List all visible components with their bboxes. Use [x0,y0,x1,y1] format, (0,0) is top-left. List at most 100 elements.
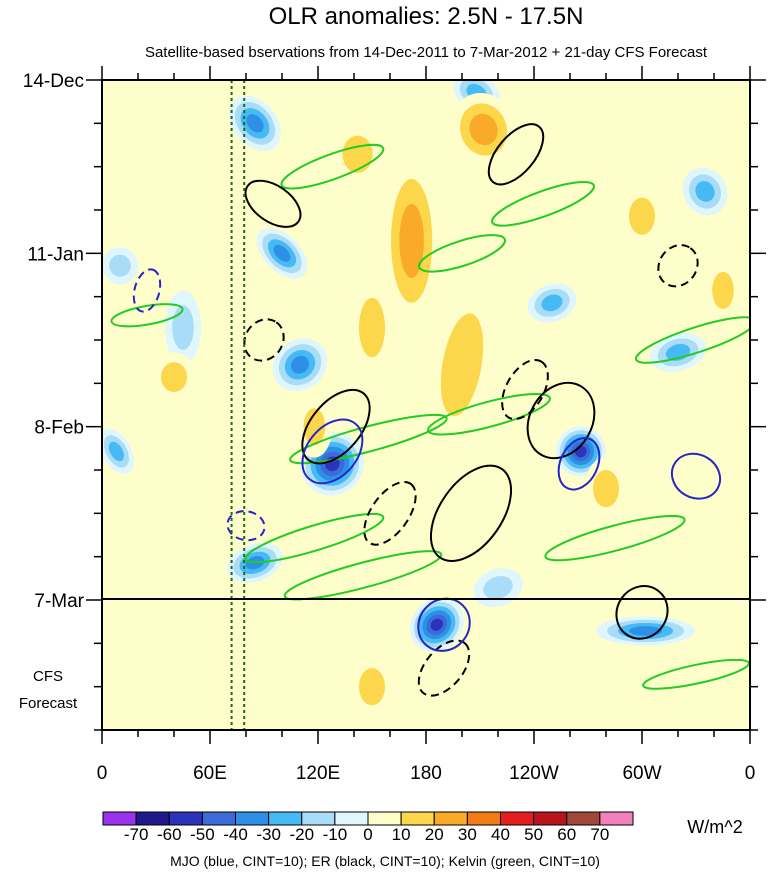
anomaly-level [629,626,663,636]
anomaly-feature-19 [450,92,517,167]
anomaly-feature-16 [382,154,441,328]
anomaly-level [712,271,734,310]
contour-9 [110,303,184,328]
colorbar-swatch-13 [533,811,568,826]
contour-2 [491,180,595,227]
colorbar-swatch-14 [566,811,601,826]
contour-6 [244,512,385,564]
anomaly-level [440,313,484,417]
anomaly-level [359,297,385,358]
contour-13 [429,464,513,563]
contour-26 [670,452,722,500]
colorbar-label-10: 30 [458,825,477,844]
contour-10 [642,658,750,690]
anomaly-feature-25 [620,185,664,248]
colorbar-label-2: -50 [190,825,215,844]
contour-11 [244,179,302,228]
anomaly-level [148,98,200,161]
contour-27 [132,268,162,313]
anomaly-feature-21 [296,395,333,458]
x-tick-label-3: 180 [410,763,442,784]
chart-title: OLR anomalies: 2.5N - 17.5N [269,3,584,30]
x-tick-label-0: 0 [97,763,108,784]
anomaly-feature-26 [705,259,741,322]
colorbar-swatch-0 [102,811,137,826]
anomaly-level [161,362,187,393]
anomaly-level [138,612,174,662]
anomaly-level [109,254,131,277]
anomaly-level [701,550,745,601]
contour-17 [501,358,549,421]
contour-0 [280,143,385,190]
anomaly-feature-11 [682,167,728,216]
x-tick-label-1: 60E [193,763,227,784]
contour-23 [417,597,471,652]
anomaly-level [541,294,563,312]
colorbar: -70 -60 -50 -40 -30 -20 -10 0 10 20 30 40 50 60 70 [102,811,634,844]
colorbar-label-3: -40 [223,825,248,844]
anomaly-feature-13 [102,247,139,285]
anomaly-level [695,181,715,202]
colorbar-label-0: -70 [124,825,149,844]
contour-22 [301,418,364,485]
anomaly-feature-28 [490,655,534,718]
anomaly-level [342,135,373,173]
y-tick-label-3: 7-Mar [34,591,84,612]
contour-3 [634,316,750,364]
colorbar-label-5: -20 [289,825,314,844]
colorbar-label-14: 70 [590,825,609,844]
colorbar-swatch-12 [500,811,535,826]
contour-7 [544,514,686,562]
colorbar-swatch-2 [168,811,203,826]
anomaly-feature-5 [256,227,308,279]
x-axis: 0 60E 120E 180 120W 60W 0 [97,66,755,784]
y-tick-label-2: 8-Feb [34,418,84,439]
anomaly-feature-9 [527,283,577,323]
anomaly-level [490,655,534,718]
anomaly-feature-15 [473,568,523,608]
anomaly-feature-10 [649,332,707,372]
anomaly-level [290,355,310,374]
contour-20 [487,123,545,186]
anomaly-level [629,197,655,235]
anomaly-level [359,668,385,706]
anomaly-feature-20 [332,123,383,186]
anomaly-feature-27 [148,98,200,161]
chart-subtitle: Satellite-based bservations from 14-Dec-… [145,44,708,61]
anomaly-level [399,203,424,279]
colorbar-label-7: 0 [363,825,372,844]
chart-footer: MJO (blue, CINT=10); ER (black, CINT=10)… [170,853,600,869]
colorbar-swatch-4 [235,811,270,826]
forecast-label-line2: Forecast [19,695,78,712]
colorbar-swatch-5 [268,811,303,826]
anomaly-feature-18 [350,278,394,378]
colorbar-label-13: 60 [557,825,576,844]
anomaly-feature-6 [272,338,328,392]
colorbar-label-4: -30 [256,825,281,844]
anomaly-level [108,441,124,462]
colorbar-swatch-15 [599,811,634,826]
colorbar-label-12: 50 [524,825,543,844]
anomaly-level [303,408,326,446]
colorbar-swatch-6 [301,811,336,826]
anomaly-feature-22 [350,655,394,718]
anomaly-feature-17 [426,279,498,451]
colorbar-swatch-8 [367,811,402,826]
contour-24 [557,437,601,491]
anomaly-level [246,114,264,133]
colorbar-unit: W/m^2 [687,817,742,837]
anomaly-level [430,618,443,631]
colorbar-label-1: -60 [157,825,182,844]
x-tick-label-5: 60W [622,763,661,784]
colorbar-label-6: -10 [323,825,348,844]
anomaly-level [593,469,619,508]
anomaly-feature-30 [701,550,745,601]
anomaly-level [483,575,513,600]
colorbar-swatch-9 [400,811,435,826]
colorbar-swatch-1 [135,811,170,826]
anomaly-feature-12 [102,428,134,475]
contour-8 [283,550,443,601]
anomaly-level [172,305,194,350]
colorbar-swatch-7 [334,811,369,826]
